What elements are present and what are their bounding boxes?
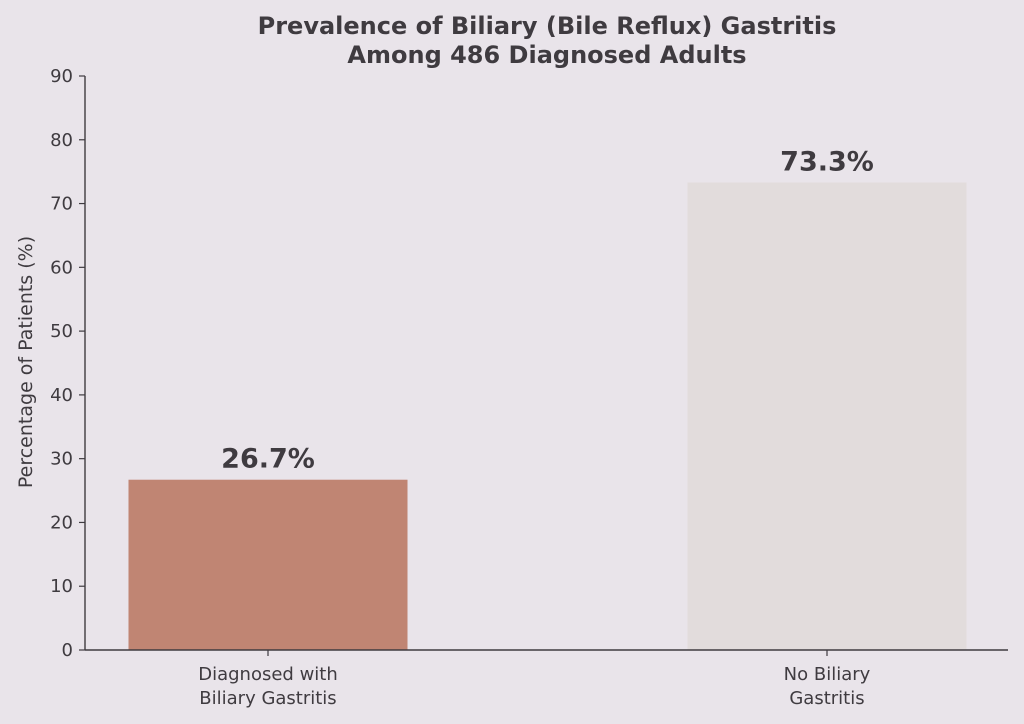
bar-1 xyxy=(687,182,967,650)
x-category-label: No Biliary xyxy=(784,664,871,685)
y-tick-label: 20 xyxy=(50,512,73,533)
bar-value-label-1: 73.3% xyxy=(780,147,874,178)
y-axis-label: Percentage of Patients (%) xyxy=(15,236,37,488)
y-tick-label: 90 xyxy=(50,66,73,87)
x-category-label: Diagnosed with xyxy=(198,664,338,685)
x-category-label: Gastritis xyxy=(789,688,864,709)
y-tick-label: 40 xyxy=(50,385,73,406)
bar-value-label-0: 26.7% xyxy=(221,444,315,475)
y-tick-label: 30 xyxy=(50,449,73,470)
y-tick-label: 80 xyxy=(50,130,73,151)
x-category-label: Biliary Gastritis xyxy=(199,688,336,709)
x-ticks-group: Diagnosed with Biliary Gastritis No Biliar… xyxy=(198,650,871,709)
y-tick-label: 70 xyxy=(50,194,73,215)
y-tick-label: 60 xyxy=(50,257,73,278)
bars-group: 26.7% 73.3% xyxy=(128,147,967,650)
chart-title: Prevalence of Biliary (Bile Reflux) Gast… xyxy=(258,12,837,69)
chart-title-line-2: Among 486 Diagnosed Adults xyxy=(347,41,746,69)
y-tick-label: 10 xyxy=(50,576,73,597)
chart-title-line-1: Prevalence of Biliary (Bile Reflux) Gast… xyxy=(258,12,837,40)
y-tick-label: 0 xyxy=(62,640,73,661)
bar-0 xyxy=(128,479,408,650)
y-ticks-group: 0 10 20 30 40 50 60 70 80 90 xyxy=(50,66,85,661)
y-tick-label: 50 xyxy=(50,321,73,342)
